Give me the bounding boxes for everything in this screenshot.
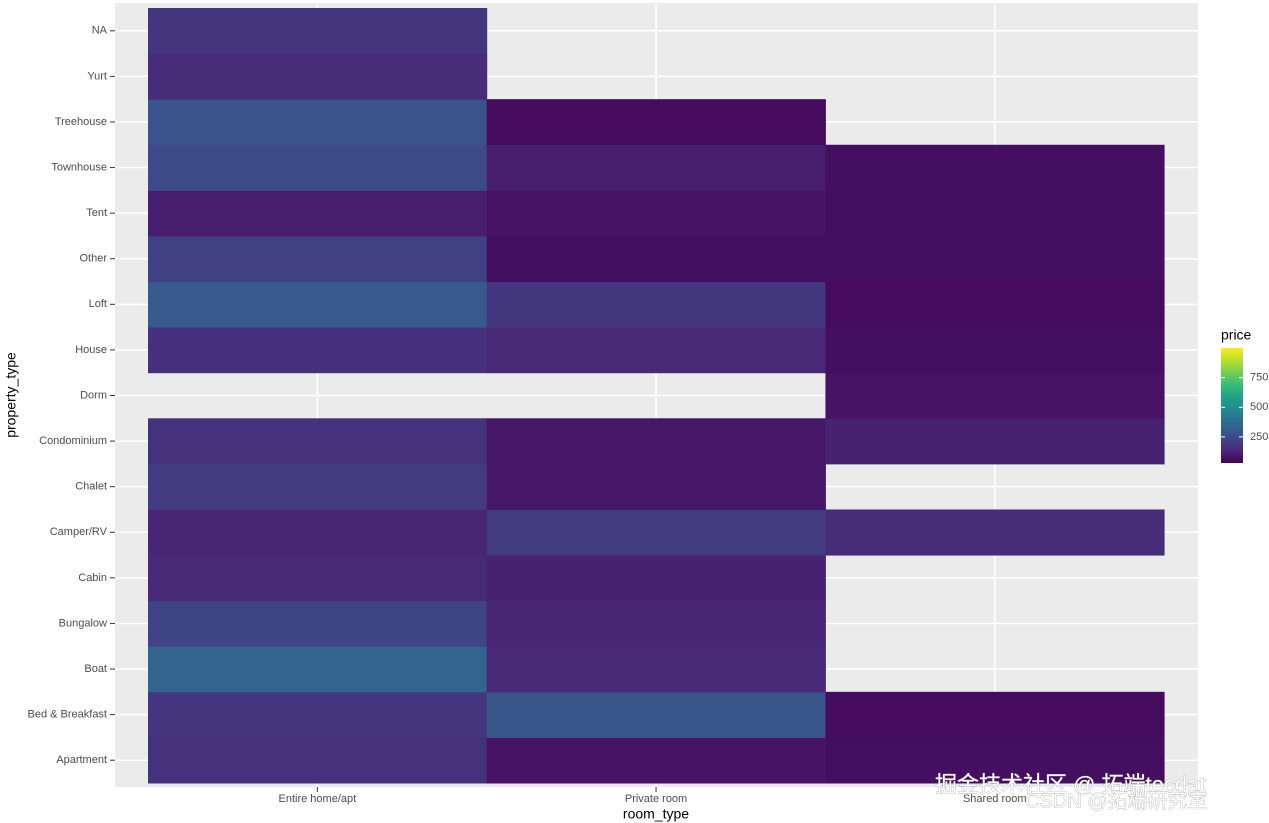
watermark: 掘金技术社区 @ 拓端tecdat bbox=[935, 772, 1206, 797]
watermark: CSDN @拓端研究室 bbox=[1025, 789, 1208, 812]
y-tick-label: Chalet bbox=[75, 481, 107, 493]
y-tick-label: House bbox=[75, 344, 107, 356]
y-tick-label: Treehouse bbox=[55, 116, 107, 128]
x-tick-label: Entire home/apt bbox=[279, 793, 357, 805]
heatmap-cell bbox=[148, 144, 488, 191]
heatmap-cell bbox=[486, 281, 826, 328]
y-tick-label: Loft bbox=[89, 298, 107, 310]
heatmap-cell bbox=[148, 190, 488, 237]
y-tick-label: Other bbox=[79, 253, 107, 265]
heatmap-cell bbox=[148, 555, 488, 602]
heatmap-cell bbox=[825, 691, 1165, 738]
heatmap-cell bbox=[148, 691, 488, 738]
heatmap-cell bbox=[148, 463, 488, 510]
colorbar bbox=[1221, 348, 1243, 463]
y-tick-label: Camper/RV bbox=[50, 526, 108, 538]
heatmap-cell bbox=[486, 600, 826, 647]
y-tick-label: Yurt bbox=[87, 70, 107, 82]
y-tick-label: Condominium bbox=[39, 435, 107, 447]
heatmap-cell bbox=[148, 509, 488, 556]
x-tick-label: Shared room bbox=[963, 793, 1027, 805]
heatmap-cell bbox=[825, 235, 1165, 283]
y-tick-label: Boat bbox=[84, 663, 107, 675]
heatmap-cell bbox=[148, 53, 488, 100]
heatmap-cell bbox=[486, 327, 826, 374]
heatmap-cell bbox=[486, 691, 826, 738]
heatmap-cell bbox=[148, 99, 488, 146]
heatmap-cell bbox=[148, 646, 488, 693]
heatmap-cell bbox=[825, 327, 1165, 374]
heatmap-cell bbox=[825, 418, 1165, 465]
heatmap-cell bbox=[148, 418, 488, 465]
x-axis-title: room_type bbox=[623, 806, 689, 822]
y-tick-label: Townhouse bbox=[51, 161, 107, 173]
heatmap-cell bbox=[486, 99, 826, 146]
heatmap-cell bbox=[486, 737, 826, 784]
colorbar-tick-label: 250 bbox=[1250, 431, 1268, 443]
colorbar-tick-label: 750 bbox=[1250, 372, 1268, 384]
heatmap-cell bbox=[486, 646, 826, 693]
x-tick-label: Private room bbox=[625, 793, 687, 805]
y-tick-label: Cabin bbox=[78, 572, 107, 584]
heatmap-cell bbox=[486, 144, 826, 191]
heatmap-cell bbox=[486, 418, 826, 465]
heatmap-cell bbox=[486, 190, 826, 237]
y-tick-label: Dorm bbox=[80, 389, 107, 401]
heatmap-cell bbox=[148, 327, 488, 374]
y-tick-label: Apartment bbox=[56, 754, 107, 766]
heatmap-cell bbox=[825, 144, 1165, 191]
legend-title: price bbox=[1221, 327, 1252, 343]
y-tick-label: Bed & Breakfast bbox=[28, 709, 108, 721]
heatmap-cell bbox=[486, 509, 826, 556]
heatmap-cell bbox=[825, 190, 1165, 237]
heatmap-cell bbox=[148, 8, 488, 55]
heatmap-cell bbox=[486, 555, 826, 602]
y-tick-label: Tent bbox=[86, 207, 107, 219]
heatmap-cell bbox=[148, 600, 488, 647]
y-tick-label: NA bbox=[92, 25, 108, 37]
heatmap-cell bbox=[148, 235, 488, 283]
heatmap-cell bbox=[825, 737, 1165, 784]
colorbar-tick-label: 500 bbox=[1250, 401, 1268, 413]
heatmap-cell bbox=[148, 737, 488, 784]
heatmap-cell bbox=[486, 235, 826, 283]
heatmap-cell bbox=[825, 372, 1165, 419]
y-axis-title: property_type bbox=[3, 352, 19, 438]
heatmap-cell bbox=[825, 281, 1165, 328]
y-tick-label: Bungalow bbox=[59, 617, 107, 629]
heatmap-cell bbox=[486, 463, 826, 510]
heatmap-cell bbox=[825, 509, 1165, 556]
heatmap-cell bbox=[148, 281, 488, 328]
